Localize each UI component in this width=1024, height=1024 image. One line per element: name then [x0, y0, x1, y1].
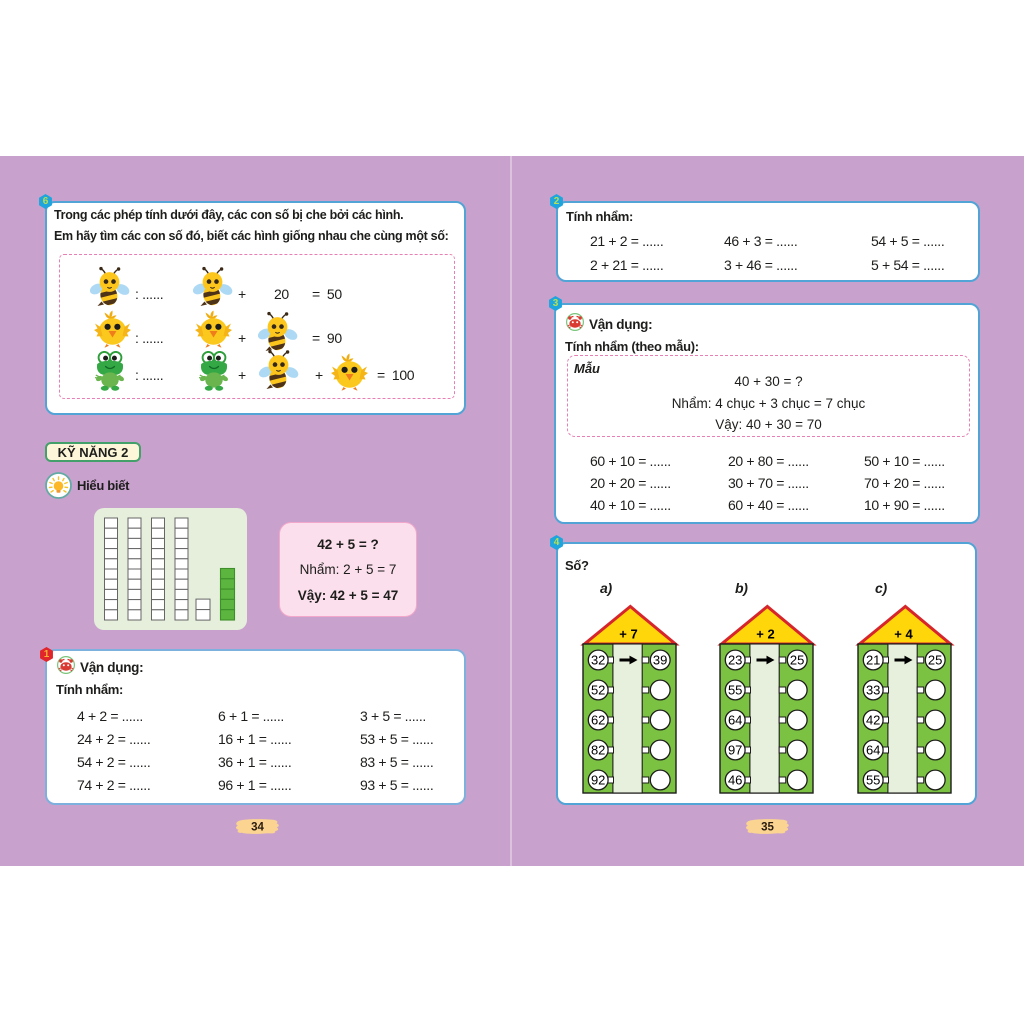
svg-text:64: 64 — [865, 742, 879, 757]
svg-text:55: 55 — [865, 772, 879, 787]
svg-text:34: 34 — [251, 822, 264, 834]
svg-text:25: 25 — [927, 652, 941, 667]
svg-text:35: 35 — [761, 822, 774, 834]
svg-text:82: 82 — [590, 742, 604, 757]
svg-text:21: 21 — [865, 652, 879, 667]
svg-text:97: 97 — [728, 742, 742, 757]
svg-text:32: 32 — [590, 652, 604, 667]
svg-text:92: 92 — [590, 772, 604, 787]
svg-text:33: 33 — [865, 682, 879, 697]
svg-text:55: 55 — [728, 682, 742, 697]
svg-text:+ 7: + 7 — [619, 627, 637, 642]
svg-text:46: 46 — [728, 772, 742, 787]
svg-text:+ 4: + 4 — [894, 627, 913, 642]
svg-text:23: 23 — [728, 652, 742, 667]
svg-text:52: 52 — [590, 682, 604, 697]
svg-text:64: 64 — [728, 712, 742, 727]
svg-text:42: 42 — [865, 712, 879, 727]
svg-text:+ 2: + 2 — [756, 627, 774, 642]
svg-text:25: 25 — [790, 652, 804, 667]
svg-text:62: 62 — [590, 712, 604, 727]
svg-text:39: 39 — [652, 652, 666, 667]
